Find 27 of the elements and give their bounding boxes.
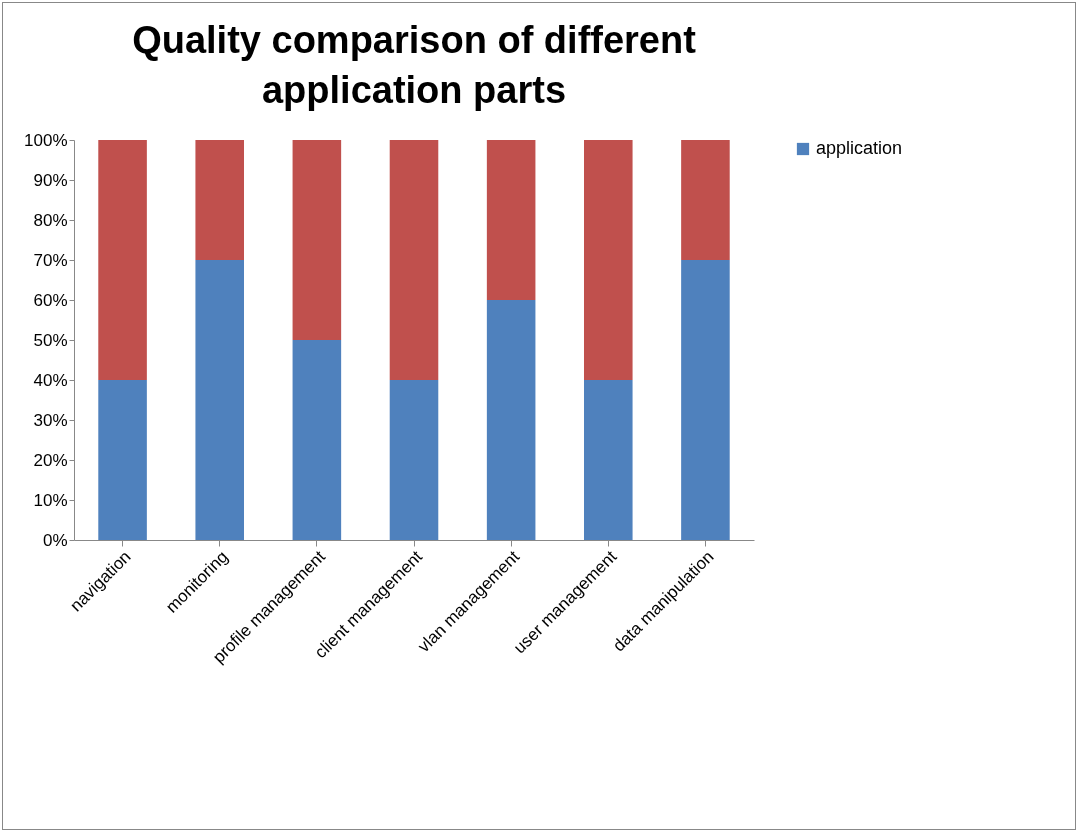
y-tick-label: 80% [33, 210, 68, 230]
y-tick-label: 40% [33, 370, 68, 390]
bar [98, 380, 147, 540]
bar [389, 140, 439, 380]
y-tick-label: 60% [33, 290, 68, 310]
bar [292, 140, 342, 340]
bar [486, 300, 536, 540]
y-tick-label: 100% [24, 130, 68, 150]
bar [195, 260, 244, 540]
bar [98, 140, 147, 380]
bar [389, 380, 439, 540]
y-tick-label: 0% [42, 530, 68, 550]
y-tick-label: 50% [33, 330, 68, 350]
bar [292, 340, 342, 540]
bar [486, 140, 536, 300]
bar [681, 260, 730, 540]
bar [681, 140, 730, 260]
bar [584, 380, 633, 540]
y-tick-label: 10% [33, 490, 68, 510]
y-tick-label: 30% [33, 410, 68, 430]
chart-title: Quality comparison of different application parts [132, 19, 697, 111]
bar [584, 140, 633, 380]
y-tick-label: 70% [33, 250, 68, 270]
y-tick-label: 20% [33, 450, 68, 470]
legend-label: application [816, 138, 903, 158]
bar [195, 140, 244, 260]
y-tick-label: 90% [33, 170, 68, 190]
